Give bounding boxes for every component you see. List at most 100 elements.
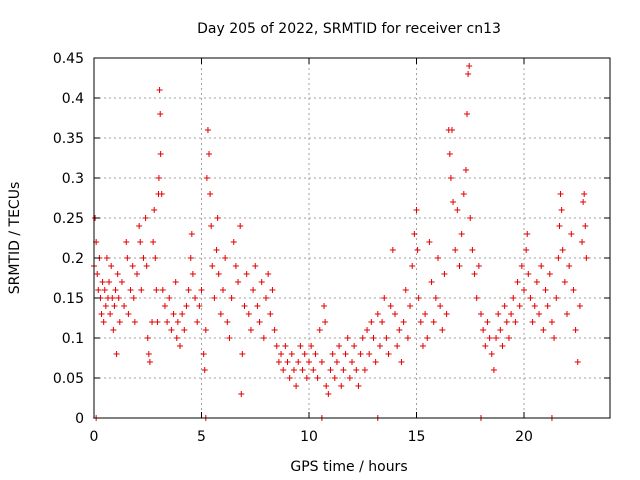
data-point [237,223,244,229]
data-point [144,335,151,341]
data-point [258,279,265,285]
data-point [214,215,221,221]
data-point [422,311,429,317]
data-point [149,319,156,325]
data-point [452,247,459,253]
data-point [293,383,300,389]
data-point [361,367,368,373]
data-point [151,207,158,213]
data-point [112,287,119,293]
data-point [387,303,394,309]
data-point [580,199,587,205]
data-point [379,319,386,325]
data-point [168,327,175,333]
data-point [482,343,489,349]
data-point [113,351,120,357]
data-point [370,335,377,341]
data-point [385,351,392,357]
data-point [142,215,149,221]
data-point [321,303,328,309]
data-point [413,207,420,213]
data-point [466,63,473,69]
data-point [572,327,579,333]
data-point [531,303,538,309]
data-point [505,335,512,341]
data-point [247,327,254,333]
data-point [404,335,411,341]
data-point [121,303,128,309]
y-tick-label: 0.3 [62,171,84,187]
data-point [460,191,467,197]
data-point [402,287,409,293]
data-point [523,247,530,253]
data-point [325,391,332,397]
data-point [153,287,160,293]
data-point [239,351,246,357]
data-point [480,327,487,333]
x-axis-label: GPS time / hours [290,459,407,475]
data-point [407,303,414,309]
data-point [303,375,310,381]
data-point [374,311,381,317]
data-point [146,359,153,365]
data-point [129,263,136,269]
data-point [267,311,274,317]
data-point [570,287,577,293]
data-point [546,271,553,277]
data-point [111,303,118,309]
x-tick-label: 10 [300,429,318,445]
data-point [156,87,163,93]
data-point [428,279,435,285]
data-point [314,375,321,381]
data-point [250,287,257,293]
plot-frame [93,57,611,419]
data-point [217,311,224,317]
data-point [265,271,272,277]
data-point [447,175,454,181]
data-point [310,367,317,373]
data-point [521,287,527,293]
data-point [389,247,396,253]
data-point [154,319,161,325]
data-point [576,303,583,309]
data-point [333,359,340,365]
data-point [185,287,192,293]
data-point [297,343,304,349]
data-point [499,343,506,349]
data-point [392,311,398,317]
x-tick-label: 5 [197,429,206,445]
y-tick-label: 0.4 [62,91,84,107]
data-point [252,263,259,269]
data-point [155,175,162,181]
data-point [329,351,336,357]
data-point [582,223,589,229]
data-point [306,359,312,365]
data-point [486,335,493,341]
data-point [127,287,134,293]
data-point [533,279,540,285]
data-point [490,367,497,373]
grid-lines [94,58,610,418]
data-point [424,335,431,341]
data-point [228,295,235,301]
data-point [224,319,231,325]
data-point [290,367,297,373]
data-point [478,311,484,317]
data-point [188,231,195,237]
data-point [134,271,140,277]
data-point [462,167,469,173]
data-point [318,359,325,365]
data-point [299,367,306,373]
data-point [430,319,437,325]
data-point [508,311,515,317]
data-point [555,255,562,261]
data-point [116,319,123,325]
data-point [342,351,349,357]
data-point [464,111,471,117]
data-point [394,343,401,349]
data-point [209,263,216,269]
data-point [357,351,364,357]
data-point [448,127,455,133]
data-point [450,199,457,205]
